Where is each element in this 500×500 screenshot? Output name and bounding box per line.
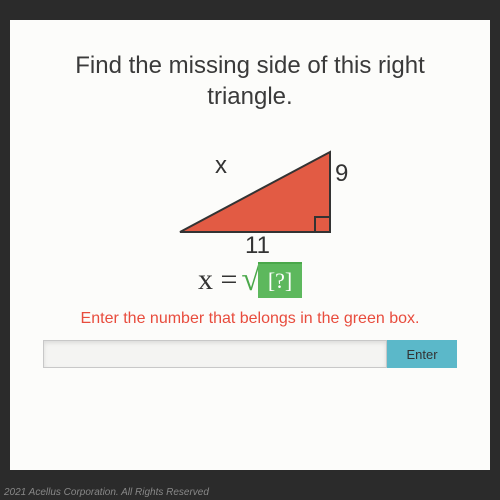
prompt-line2: triangle. (207, 83, 292, 110)
problem-card: Find the missing side of this right tria… (10, 20, 490, 470)
equation-lhs: x = (198, 263, 237, 297)
prompt-text: Find the missing side of this right tria… (75, 50, 425, 112)
sqrt-expression: √ [?] (241, 262, 302, 298)
answer-placeholder-box: [?] (258, 262, 302, 298)
triangle-figure: x 9 11 (140, 132, 360, 252)
label-hypotenuse: x (215, 152, 227, 180)
equation: x = √ [?] (198, 262, 302, 298)
label-base: 11 (245, 232, 270, 260)
enter-button[interactable]: Enter (387, 340, 457, 368)
answer-input-row: Enter (43, 340, 457, 368)
hint-text: Enter the number that belongs in the gre… (81, 310, 420, 328)
label-right-side: 9 (335, 160, 348, 188)
copyright-footer: 2021 Acellus Corporation. All Rights Res… (4, 487, 209, 498)
triangle-shape (180, 152, 330, 232)
answer-input[interactable] (43, 340, 387, 368)
triangle-svg (170, 142, 340, 242)
prompt-line1: Find the missing side of this right (75, 52, 425, 79)
